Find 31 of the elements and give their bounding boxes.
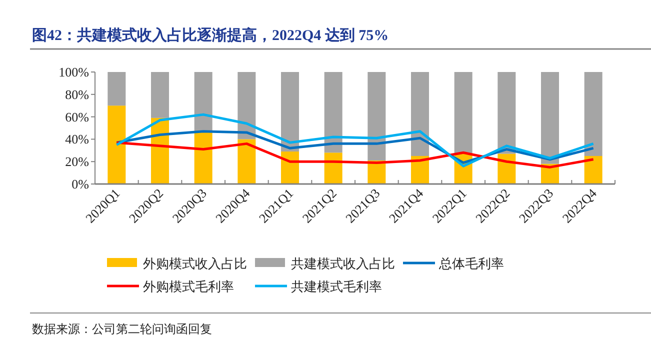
bar — [411, 72, 429, 156]
y-tick-label: 60% — [65, 109, 90, 124]
y-tick-label: 80% — [65, 86, 90, 102]
bar — [281, 72, 299, 152]
legend-label: 外购模式收入占比 — [143, 256, 247, 271]
legend-label: 共建模式收入占比 — [291, 256, 395, 271]
bar — [151, 72, 169, 118]
legend-label: 共建模式毛利率 — [291, 279, 382, 294]
bar — [108, 72, 126, 106]
y-tick-label: 20% — [65, 154, 90, 170]
bar — [108, 106, 126, 184]
bar — [368, 72, 386, 160]
bar — [584, 72, 602, 156]
legend-label: 外购模式毛利率 — [143, 279, 234, 294]
bar — [324, 152, 342, 184]
source-note: 数据来源：公司第二轮问询函回复 — [32, 322, 212, 336]
bar — [194, 72, 212, 132]
bar — [238, 72, 256, 140]
y-tick-label: 0% — [72, 176, 90, 192]
bar — [238, 139, 256, 184]
bar — [194, 131, 212, 184]
bar — [541, 72, 559, 164]
bar — [281, 152, 299, 184]
y-tick-label: 100% — [58, 64, 90, 80]
bar — [454, 72, 472, 154]
y-tick-label: 40% — [65, 132, 90, 147]
bar — [498, 72, 516, 154]
bar — [324, 72, 342, 153]
bar — [584, 156, 602, 184]
chart-title: 图42：共建模式收入占比逐渐提高，2022Q4 达到 75% — [32, 26, 389, 44]
legend-label: 总体毛利率 — [438, 256, 504, 271]
